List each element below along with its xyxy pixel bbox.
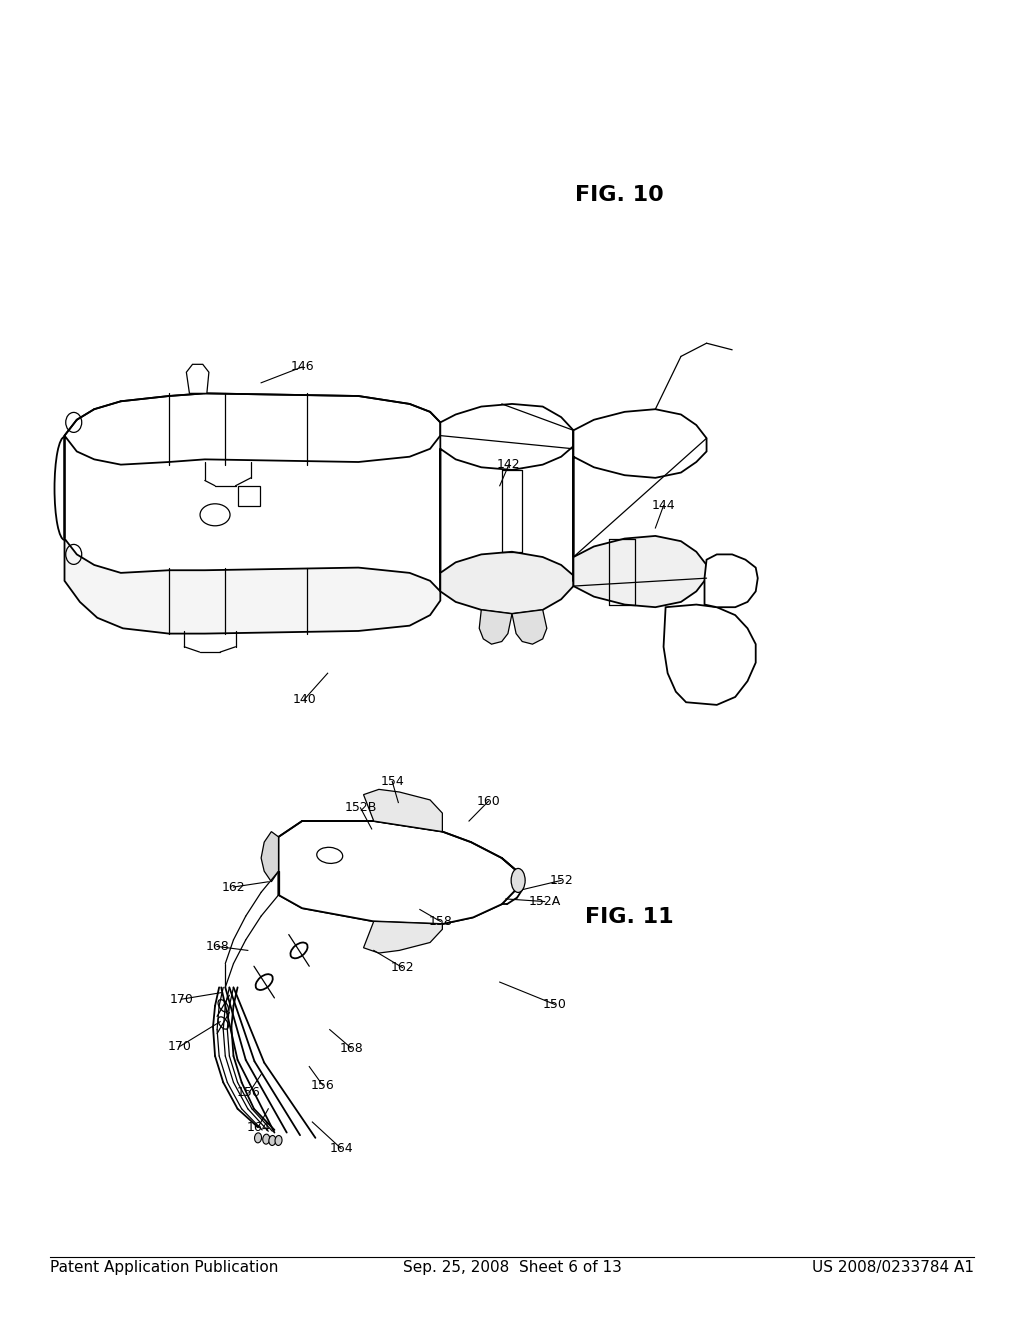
- Text: 156: 156: [310, 1078, 335, 1092]
- Text: 152A: 152A: [528, 895, 561, 908]
- Polygon shape: [65, 393, 440, 539]
- Text: 154: 154: [380, 775, 404, 788]
- Polygon shape: [65, 539, 440, 634]
- Polygon shape: [573, 536, 707, 607]
- Polygon shape: [364, 921, 442, 953]
- Ellipse shape: [269, 1135, 275, 1146]
- Text: 168: 168: [205, 940, 229, 953]
- Text: 152B: 152B: [344, 801, 377, 814]
- Text: 164: 164: [329, 1142, 353, 1155]
- Polygon shape: [279, 871, 517, 924]
- Text: US 2008/0233784 A1: US 2008/0233784 A1: [812, 1259, 974, 1275]
- Text: FIG. 11: FIG. 11: [586, 907, 674, 928]
- Ellipse shape: [511, 869, 525, 892]
- Ellipse shape: [275, 1135, 282, 1146]
- Text: Patent Application Publication: Patent Application Publication: [50, 1259, 279, 1275]
- Polygon shape: [512, 610, 547, 644]
- Polygon shape: [664, 605, 756, 705]
- Text: 146: 146: [290, 360, 314, 374]
- Text: Sep. 25, 2008  Sheet 6 of 13: Sep. 25, 2008 Sheet 6 of 13: [402, 1259, 622, 1275]
- Polygon shape: [440, 552, 573, 614]
- Ellipse shape: [316, 847, 343, 863]
- Text: FIG. 10: FIG. 10: [575, 185, 664, 206]
- Polygon shape: [364, 789, 442, 832]
- Ellipse shape: [200, 504, 230, 525]
- Polygon shape: [479, 610, 512, 644]
- Text: 170: 170: [169, 993, 194, 1006]
- Text: 170: 170: [167, 1040, 191, 1053]
- Text: 144: 144: [651, 499, 676, 512]
- Text: 162: 162: [390, 961, 415, 974]
- Polygon shape: [573, 409, 707, 557]
- Ellipse shape: [263, 1134, 269, 1144]
- Text: 142: 142: [497, 458, 521, 471]
- Polygon shape: [440, 404, 573, 573]
- Text: 156: 156: [237, 1086, 261, 1100]
- Text: 158: 158: [428, 915, 453, 928]
- Text: 164: 164: [246, 1121, 270, 1134]
- Polygon shape: [705, 554, 758, 607]
- Text: 168: 168: [339, 1041, 364, 1055]
- Polygon shape: [261, 832, 279, 882]
- Ellipse shape: [255, 1133, 261, 1143]
- Text: 152: 152: [549, 874, 573, 887]
- Polygon shape: [279, 821, 517, 924]
- Text: 162: 162: [221, 880, 246, 894]
- FancyBboxPatch shape: [238, 486, 259, 506]
- Polygon shape: [186, 364, 209, 393]
- Text: 150: 150: [543, 998, 567, 1011]
- Text: 140: 140: [292, 693, 316, 706]
- Text: 160: 160: [476, 795, 501, 808]
